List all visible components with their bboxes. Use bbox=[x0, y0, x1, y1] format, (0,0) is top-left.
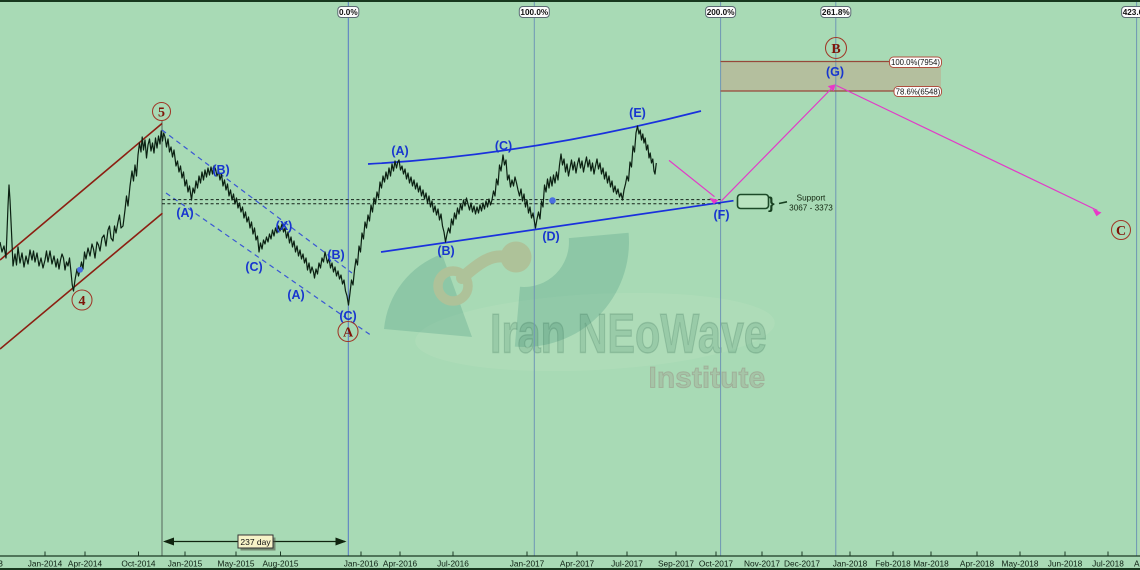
svg-text:5: 5 bbox=[158, 105, 165, 120]
svg-text:C: C bbox=[1116, 224, 1126, 239]
svg-text:423.6%: 423.6% bbox=[1123, 8, 1140, 17]
svg-text:Jan-2018: Jan-2018 bbox=[833, 559, 868, 569]
svg-text:Apr-2016: Apr-2016 bbox=[383, 559, 418, 569]
svg-text:Jul-2018: Jul-2018 bbox=[1092, 559, 1124, 569]
svg-text:Jan-2014: Jan-2014 bbox=[28, 559, 63, 569]
svg-text:(A): (A) bbox=[176, 206, 193, 220]
svg-text:Mar-2018: Mar-2018 bbox=[913, 559, 949, 569]
svg-text:Nov-2017: Nov-2017 bbox=[744, 559, 780, 569]
svg-text:(A): (A) bbox=[287, 288, 304, 302]
svg-text:0.0%: 0.0% bbox=[339, 8, 358, 17]
svg-text:78.6%(6548): 78.6%(6548) bbox=[896, 87, 941, 96]
svg-text:200.0%: 200.0% bbox=[707, 8, 735, 17]
svg-text:Oct-2017: Oct-2017 bbox=[699, 559, 734, 569]
svg-text:4: 4 bbox=[79, 294, 86, 309]
svg-text:Aug-2015: Aug-2015 bbox=[263, 559, 299, 569]
svg-text:May-2018: May-2018 bbox=[1002, 559, 1039, 569]
svg-text:Jan-2017: Jan-2017 bbox=[510, 559, 545, 569]
svg-text:(G): (G) bbox=[826, 65, 844, 79]
svg-text:100.0%(7954): 100.0%(7954) bbox=[891, 58, 940, 67]
svg-text:Jan-2016: Jan-2016 bbox=[344, 559, 379, 569]
svg-text:Apr-2014: Apr-2014 bbox=[68, 559, 103, 569]
svg-text:B: B bbox=[831, 42, 840, 57]
svg-text:(B): (B) bbox=[437, 244, 454, 258]
svg-text:(E): (E) bbox=[629, 106, 646, 120]
svg-text:(B): (B) bbox=[327, 248, 344, 262]
svg-text:(C): (C) bbox=[245, 260, 262, 274]
svg-text:Jan-2015: Jan-2015 bbox=[168, 559, 203, 569]
svg-text:May-2015: May-2015 bbox=[218, 559, 255, 569]
svg-text:(B): (B) bbox=[212, 163, 229, 177]
svg-text:3: 3 bbox=[0, 559, 3, 569]
svg-text:(C): (C) bbox=[339, 309, 356, 323]
svg-text:Feb-2018: Feb-2018 bbox=[875, 559, 911, 569]
svg-text:Oct-2014: Oct-2014 bbox=[121, 559, 156, 569]
svg-text:Jul-2016: Jul-2016 bbox=[437, 559, 469, 569]
svg-text:3067 - 3373: 3067 - 3373 bbox=[789, 204, 833, 213]
svg-text:Jul-2017: Jul-2017 bbox=[611, 559, 643, 569]
svg-text:(F): (F) bbox=[714, 208, 730, 222]
svg-text:(A): (A) bbox=[391, 144, 408, 158]
svg-text:(X): (X) bbox=[276, 219, 293, 233]
svg-text:Jun-2018: Jun-2018 bbox=[1048, 559, 1083, 569]
svg-text:(D): (D) bbox=[542, 230, 559, 244]
svg-text:237 day: 237 day bbox=[240, 537, 271, 547]
svg-text:}: } bbox=[768, 194, 775, 213]
svg-text:261.8%: 261.8% bbox=[822, 8, 850, 17]
svg-text:100.0%: 100.0% bbox=[520, 8, 548, 17]
svg-text:Iran NEoWave: Iran NEoWave bbox=[490, 302, 767, 365]
svg-text:Sep-2017: Sep-2017 bbox=[658, 559, 694, 569]
svg-text:Dec-2017: Dec-2017 bbox=[784, 559, 820, 569]
svg-text:Apr-2018: Apr-2018 bbox=[960, 559, 995, 569]
svg-text:Aug-2018: Aug-2018 bbox=[1134, 559, 1140, 569]
svg-text:(C): (C) bbox=[495, 139, 512, 153]
svg-text:Support: Support bbox=[797, 194, 826, 203]
svg-text:A: A bbox=[343, 325, 354, 340]
svg-text:Institute: Institute bbox=[649, 362, 766, 395]
svg-text:Apr-2017: Apr-2017 bbox=[560, 559, 595, 569]
